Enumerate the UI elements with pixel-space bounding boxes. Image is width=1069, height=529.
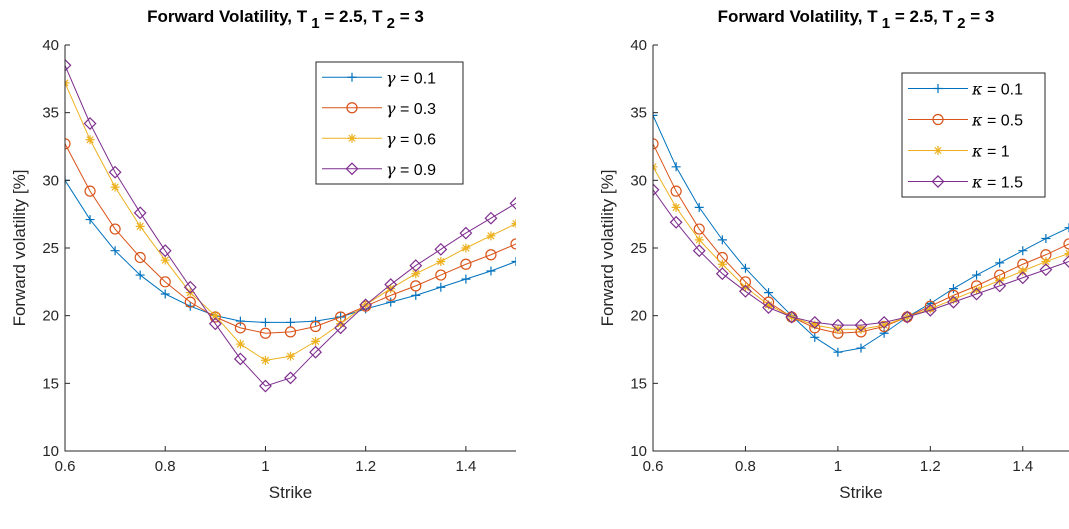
y-tick-label: 10 xyxy=(630,443,647,460)
asterisk-marker xyxy=(833,325,842,334)
y-axis-label: Forward volatility [%] xyxy=(598,170,617,327)
chart-panel-1: 0.6 0.8 1 1.2 1.4 10 15 20 25 30 35 40 Strike Forward… xyxy=(10,7,522,502)
y-tick-label: 20 xyxy=(630,308,647,325)
asterisk-marker xyxy=(336,319,345,328)
x-tick-label: 1 xyxy=(834,458,842,475)
legend-label: κ = 1.5 xyxy=(971,173,1023,192)
y-tick-label: 10 xyxy=(42,443,59,460)
y-tick-label: 30 xyxy=(42,172,59,189)
chart-title: Forward Volatility, T 1 = 2.5, T 2 = 3 xyxy=(147,7,424,32)
asterisk-marker xyxy=(461,244,470,253)
x-tick-label: 0.8 xyxy=(155,458,176,475)
asterisk-marker xyxy=(857,325,866,334)
asterisk-marker xyxy=(348,134,357,143)
legend-label: γ = 0.1 xyxy=(386,68,436,87)
y-tick-label: 35 xyxy=(630,105,647,122)
x-tick-label: 1.2 xyxy=(920,458,941,475)
asterisk-marker xyxy=(741,283,750,292)
y-tick-label: 15 xyxy=(630,375,647,392)
legend: γ = 0.1 γ = 0.3 γ = 0.6 γ = 0.9 xyxy=(316,62,463,184)
asterisk-marker xyxy=(136,222,145,231)
y-tick-label: 25 xyxy=(42,240,59,257)
legend-label: γ = 0.9 xyxy=(386,160,436,179)
y-tick-label: 25 xyxy=(630,240,647,257)
y-tick-label: 35 xyxy=(42,105,59,122)
x-axis-label: Strike xyxy=(269,483,312,502)
asterisk-marker xyxy=(512,219,521,228)
x-tick-label: 0.6 xyxy=(643,458,664,475)
x-tick-label: 1 xyxy=(261,458,269,475)
legend-label: κ = 0.5 xyxy=(971,111,1023,130)
legend-label: κ = 0.1 xyxy=(971,80,1023,99)
asterisk-marker xyxy=(236,340,245,349)
y-tick-label: 40 xyxy=(630,37,647,54)
x-tick-label: 1.2 xyxy=(355,458,376,475)
asterisk-marker xyxy=(386,284,395,293)
y-tick-label: 30 xyxy=(630,172,647,189)
chart-panel-2: 0.6 0.8 1 1.2 1.4 10 15 20 25 30 35 40 Strike Forward… xyxy=(598,7,1069,502)
asterisk-marker xyxy=(311,337,320,346)
asterisk-marker xyxy=(261,356,270,365)
y-tick-label: 20 xyxy=(42,308,59,325)
asterisk-marker xyxy=(436,257,445,266)
asterisk-marker xyxy=(695,235,704,244)
chart-title: Forward Volatility, T 1 = 2.5, T 2 = 3 xyxy=(718,7,995,32)
legend-label: γ = 0.6 xyxy=(386,129,436,148)
x-tick-label: 1.4 xyxy=(1012,458,1033,475)
legend-label: κ = 1 xyxy=(971,142,1010,161)
y-tick-label: 15 xyxy=(42,375,59,392)
asterisk-marker xyxy=(486,231,495,240)
x-axis-label: Strike xyxy=(839,483,882,502)
asterisk-marker xyxy=(1018,267,1027,276)
x-tick-label: 0.8 xyxy=(735,458,756,475)
y-axis-label: Forward volatility [%] xyxy=(10,170,29,327)
legend: κ = 0.1 κ = 0.5 κ = 1 κ = 1.5 xyxy=(902,73,1045,197)
y-tick-label: 40 xyxy=(42,37,59,54)
x-tick-label: 1.4 xyxy=(455,458,476,475)
asterisk-marker xyxy=(934,146,943,155)
legend-label: γ = 0.3 xyxy=(386,99,436,118)
asterisk-marker xyxy=(672,203,681,212)
asterisk-marker xyxy=(86,135,95,144)
asterisk-marker xyxy=(286,352,295,361)
x-tick-label: 0.6 xyxy=(55,458,76,475)
asterisk-marker xyxy=(111,183,120,192)
